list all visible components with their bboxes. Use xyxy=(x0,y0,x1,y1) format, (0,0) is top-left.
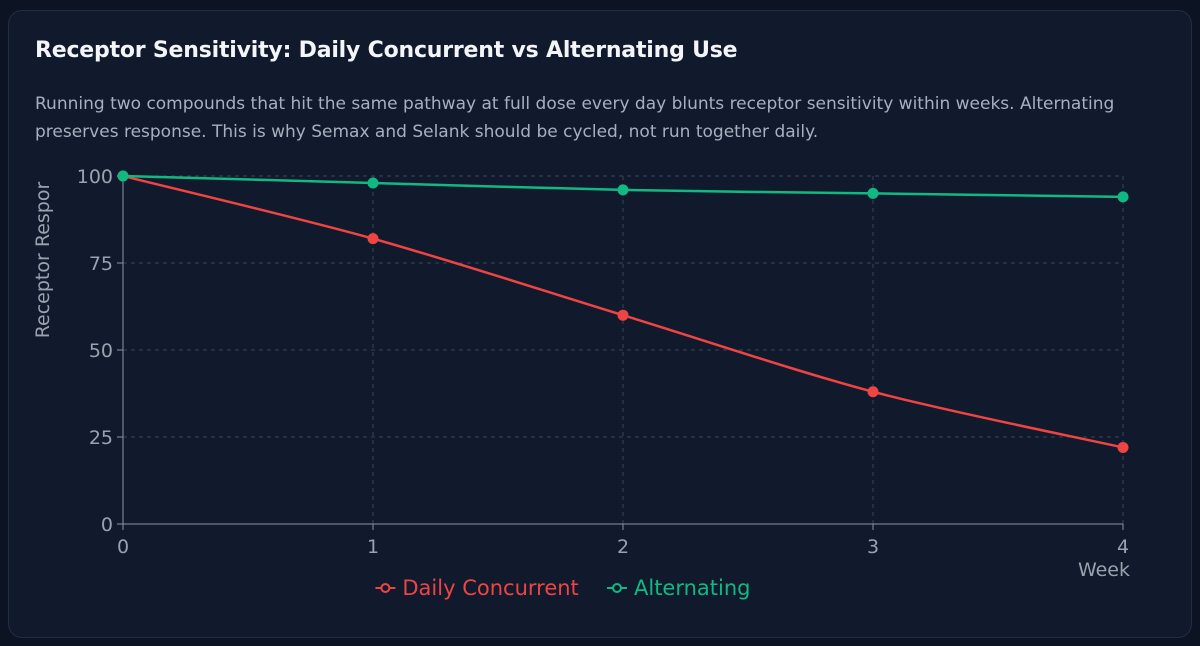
x-tick-label: 3 xyxy=(867,536,879,558)
legend-swatch-marker xyxy=(380,583,391,593)
legend-label: Alternating xyxy=(634,576,751,600)
data-point-alternating[interactable] xyxy=(117,170,129,182)
data-point-alternating[interactable] xyxy=(1117,191,1129,203)
chart-series xyxy=(117,170,1129,453)
legend-item-alternating[interactable]: Alternating xyxy=(607,576,751,600)
data-point-daily-concurrent[interactable] xyxy=(1117,441,1129,453)
y-tick-label: 25 xyxy=(89,427,113,449)
x-tick-label: 1 xyxy=(367,536,379,558)
x-tick-label: 4 xyxy=(1117,536,1129,558)
data-point-daily-concurrent[interactable] xyxy=(367,233,379,245)
chart-grid xyxy=(123,175,1124,524)
chart-title: Receptor Sensitivity: Daily Concurrent v… xyxy=(35,38,738,63)
x-tick-label: 0 xyxy=(117,536,129,558)
data-point-daily-concurrent[interactable] xyxy=(867,386,879,398)
legend-item-daily-concurrent[interactable]: Daily Concurrent xyxy=(375,576,579,600)
chart-ticks: 0 25 50 75 100 0 1 2 3 4 xyxy=(77,166,1129,558)
data-point-daily-concurrent[interactable] xyxy=(617,309,629,321)
x-tick-label: 2 xyxy=(617,536,629,558)
y-tick-label: 100 xyxy=(77,166,113,188)
chart-description: Running two compounds that hit the same … xyxy=(35,94,1115,142)
data-point-alternating[interactable] xyxy=(867,187,879,199)
data-point-alternating[interactable] xyxy=(617,184,629,196)
x-axis-label: Week xyxy=(1078,559,1130,581)
y-tick-label: 75 xyxy=(89,253,113,275)
y-axis-label: Receptor Respor xyxy=(32,182,54,339)
legend-swatch-marker xyxy=(612,583,622,593)
chart-card xyxy=(8,10,1192,638)
chart-legend[interactable]: Daily Concurrent Alternating xyxy=(375,576,751,600)
y-tick-label: 0 xyxy=(101,514,113,536)
legend-label: Daily Concurrent xyxy=(402,576,578,600)
y-tick-label: 50 xyxy=(89,340,113,362)
data-point-alternating[interactable] xyxy=(367,177,379,189)
